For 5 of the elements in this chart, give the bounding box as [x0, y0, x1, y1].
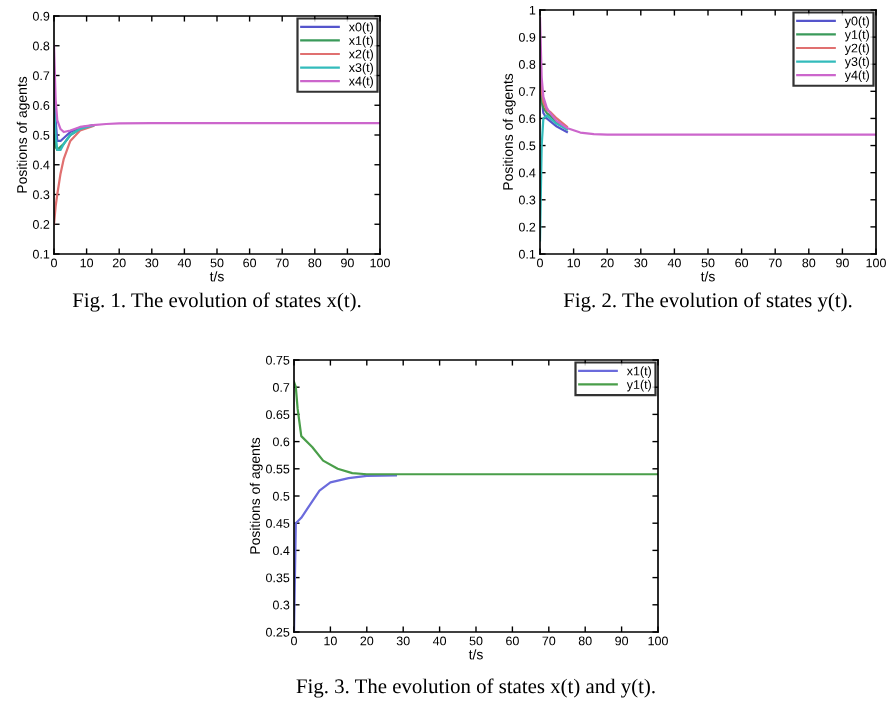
line-series	[54, 124, 95, 226]
caption: Fig. 3. The evolution of states x(t) and y(t).	[296, 678, 655, 698]
caption: Fig. 1. The evolution of states x(t).	[72, 292, 361, 312]
line-series	[294, 380, 658, 476]
caption: Fig. 2. The evolution of states y(t).	[563, 292, 852, 312]
